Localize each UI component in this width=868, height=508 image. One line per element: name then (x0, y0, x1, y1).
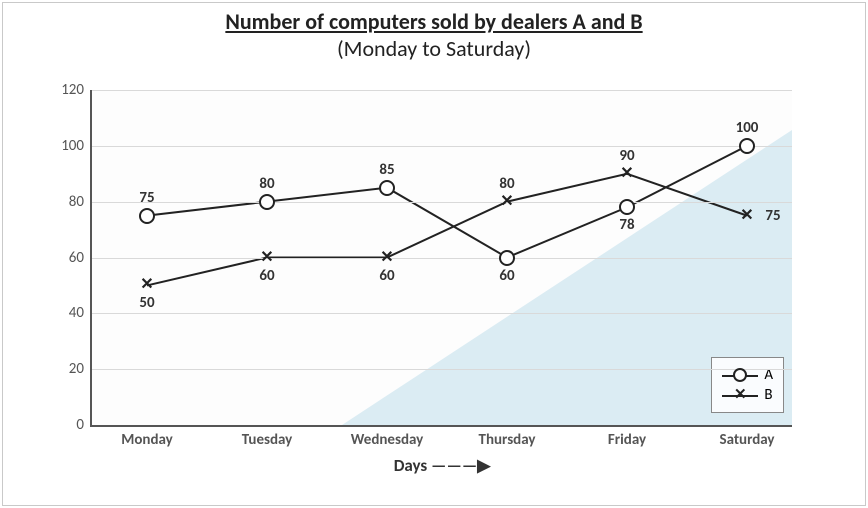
legend-swatch-b: ✕ (722, 388, 758, 402)
y-tick-label: 120 (61, 81, 84, 99)
data-label: 85 (379, 161, 394, 179)
marker-b: ✕ (620, 167, 634, 181)
chart-title-sub: (Monday to Saturday) (0, 35, 868, 62)
gridline (92, 202, 792, 203)
chart-title-main: Number of computers sold by dealers A an… (0, 8, 868, 35)
marker-a (259, 194, 275, 210)
data-label: 60 (259, 267, 274, 285)
data-label: 80 (259, 175, 274, 193)
legend: A ✕ B (711, 357, 784, 413)
xaxis-title: Days ———▶ (394, 455, 491, 476)
circle-marker-icon (733, 368, 747, 382)
marker-a (379, 180, 395, 196)
data-label: 75 (765, 207, 780, 225)
x-tick-label: Tuesday (242, 431, 293, 449)
gridline (92, 313, 792, 314)
data-label: 80 (499, 175, 514, 193)
data-label: 60 (499, 267, 514, 285)
gridline (92, 90, 792, 91)
data-label: 78 (619, 216, 634, 234)
data-label: 60 (379, 267, 394, 285)
x-tick-label: Wednesday (351, 431, 424, 449)
marker-a (739, 138, 755, 154)
marker-b: ✕ (500, 195, 514, 209)
marker-b: ✕ (140, 278, 154, 292)
y-tick-label: 40 (69, 304, 84, 322)
data-label: 100 (736, 119, 759, 137)
title-block: Number of computers sold by dealers A an… (0, 0, 868, 62)
legend-item-b: ✕ B (722, 386, 773, 404)
gridline (92, 258, 792, 259)
y-tick-label: 0 (76, 416, 84, 434)
data-label: 90 (619, 147, 634, 165)
legend-label-b: B (764, 386, 772, 404)
y-tick-label: 80 (69, 193, 84, 211)
marker-a (619, 199, 635, 215)
x-tick-label: Saturday (719, 431, 774, 449)
marker-a (499, 250, 515, 266)
chart-container: Number of computers sold by dealers A an… (0, 0, 868, 508)
data-label: 50 (139, 294, 154, 312)
y-tick-label: 100 (61, 137, 84, 155)
x-marker-icon: ✕ (734, 388, 747, 403)
plot-area: A ✕ B Days ———▶ 020406080100120MondayTue… (90, 90, 792, 427)
marker-a (139, 208, 155, 224)
data-label: 75 (139, 189, 154, 207)
y-tick-label: 20 (69, 360, 84, 378)
series-line-b (147, 174, 747, 286)
marker-b: ✕ (380, 251, 394, 265)
x-tick-label: Monday (121, 431, 173, 449)
marker-b: ✕ (260, 251, 274, 265)
y-tick-label: 60 (69, 249, 84, 267)
marker-b: ✕ (740, 209, 754, 223)
gridline (92, 369, 792, 370)
x-tick-label: Friday (608, 431, 646, 449)
x-tick-label: Thursday (479, 431, 536, 449)
gridline (92, 146, 792, 147)
